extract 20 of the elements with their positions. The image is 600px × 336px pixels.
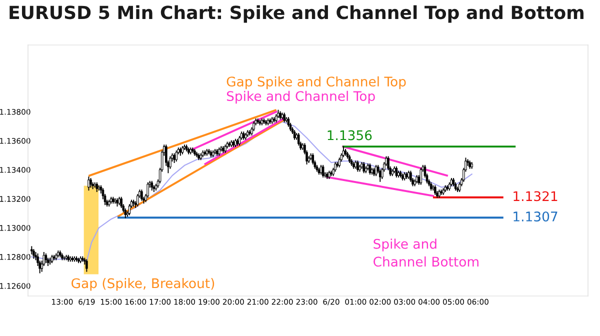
candlestick	[175, 150, 178, 162]
annotation: Spike and Channel Bottom	[374, 238, 478, 267]
series-label: 1.1356	[328, 130, 372, 140]
candlestick	[136, 194, 139, 207]
candlestick	[362, 162, 365, 174]
text: Gap Spike and Channel Top	[226, 76, 406, 90]
candlestick	[140, 190, 143, 201]
candlestick	[420, 168, 422, 185]
candlestick	[356, 160, 359, 172]
candlestick	[128, 204, 131, 216]
candlestick	[146, 182, 149, 198]
candlestick	[86, 259, 88, 272]
annotation: Spike and Channel Top	[226, 90, 375, 104]
series-label: 1.1321	[514, 191, 558, 202]
chart-title: EURUSD 5 Min Chart: Spike and Channel Top and Bottom	[10, 5, 584, 23]
candlestick	[379, 169, 382, 182]
candlestick	[88, 176, 90, 191]
candlestick	[410, 170, 412, 182]
series-label: 1.1307	[514, 212, 558, 222]
annotation: Gap (Spike, Breakout)	[72, 278, 214, 291]
